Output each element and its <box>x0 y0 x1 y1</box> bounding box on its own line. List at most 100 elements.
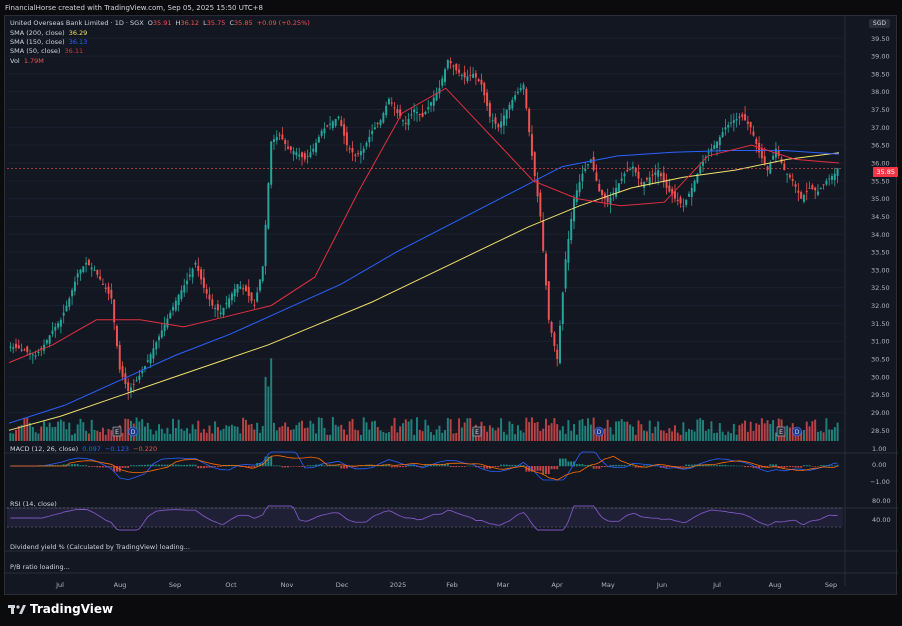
candle-body <box>312 148 315 152</box>
macd-histogram-bar <box>253 466 256 468</box>
volume-bar <box>172 418 175 441</box>
volume-bar <box>343 429 346 441</box>
volume-bar <box>312 423 315 441</box>
candle-body <box>62 312 65 316</box>
volume-bar <box>177 419 180 441</box>
macd-histogram-bar <box>124 466 127 468</box>
candle-body <box>617 183 620 192</box>
candle-body <box>43 344 46 351</box>
candle-body <box>177 294 180 305</box>
price-tick-label: 29.50 <box>871 391 890 399</box>
volume-legend[interactable]: Vol 1.79M <box>10 57 44 65</box>
candle-body <box>329 123 332 125</box>
candle-body <box>216 304 219 311</box>
macd-histogram-bar <box>772 464 775 467</box>
volume-bar <box>637 420 640 441</box>
volume-bar <box>368 429 371 441</box>
candle-body <box>458 69 461 73</box>
sma200-legend[interactable]: SMA (200, close) 36.29 <box>10 29 87 37</box>
macd-histogram-bar <box>713 465 716 467</box>
candle-body <box>273 139 275 142</box>
macd-histogram-bar <box>631 465 634 467</box>
volume-bar <box>704 430 707 441</box>
macd-histogram-bar <box>735 465 738 467</box>
time-axis-label: Jun <box>656 581 667 589</box>
volume-bar <box>233 426 236 441</box>
volume-bar <box>679 434 682 441</box>
volume-bar <box>306 427 309 441</box>
dividend-yield-pane[interactable]: Dividend yield % (Calculated by TradingV… <box>10 543 190 551</box>
candle-body <box>141 370 144 374</box>
candle-body <box>637 171 640 179</box>
macd-histogram-bar <box>539 466 542 471</box>
candle-body <box>620 178 623 181</box>
macd-histogram-bar <box>127 466 130 468</box>
volume-bar <box>466 418 469 441</box>
volume-bar <box>460 427 463 441</box>
candle-body <box>186 280 189 285</box>
macd-histogram-bar <box>200 466 203 469</box>
macd-histogram-bar <box>309 465 312 467</box>
sma50-legend[interactable]: SMA (50, close) 36.11 <box>10 47 83 55</box>
chart-canvas[interactable]: 39.50 39.00 38.50 38.00 37.50 37.00 36.50 36.00… <box>4 15 898 595</box>
candle-body <box>603 193 606 199</box>
macd-legend[interactable]: MACD (12, 26, close) 0.097 −0.123 −0.220 <box>10 445 157 453</box>
volume-bar <box>774 432 777 441</box>
macd-histogram-bar <box>202 466 205 469</box>
candle-body <box>250 292 253 301</box>
macd-histogram-bar <box>746 466 749 468</box>
candle-body <box>99 276 102 280</box>
price-tick-label: 33.00 <box>871 266 890 274</box>
sma150-value: 36.13 <box>68 38 88 46</box>
volume-bar <box>763 423 766 441</box>
candle-body <box>718 136 721 146</box>
macd-histogram-bar <box>99 466 102 468</box>
macd-histogram-bar <box>323 465 326 467</box>
sma200-line <box>8 152 840 431</box>
candle-body <box>788 174 791 178</box>
time-axis-label: Mar <box>497 581 510 589</box>
volume-bar <box>315 433 318 441</box>
price-tick-label: 31.50 <box>871 320 890 328</box>
candle-body <box>539 192 542 217</box>
candle-body <box>31 354 34 356</box>
volume-bar <box>407 421 410 441</box>
volume-bar <box>385 433 388 441</box>
rsi-legend[interactable]: RSI (14, close) <box>10 500 57 508</box>
macd-histogram-bar <box>76 464 79 467</box>
candle-body <box>281 134 284 140</box>
volume-bar <box>59 419 62 441</box>
time-axis-label: May <box>601 581 615 589</box>
price-tick-label: 28.50 <box>871 427 890 435</box>
macd-histogram-bar <box>107 466 110 468</box>
pb-ratio-pane[interactable]: P/B ratio loading... <box>10 563 70 571</box>
candle-body <box>85 262 88 265</box>
macd-histogram-bar <box>396 466 399 468</box>
volume-bar <box>362 417 365 441</box>
macd-histogram-bar <box>598 466 601 469</box>
macd-histogram-bar <box>654 465 657 467</box>
candle-body <box>15 343 17 348</box>
macd-histogram-bar <box>575 464 578 467</box>
macd-histogram-bar <box>514 464 517 467</box>
volume-bar <box>146 422 149 441</box>
macd-histogram-bar <box>129 465 132 467</box>
volume-bar <box>205 432 208 441</box>
price-tick-label: 39.00 <box>871 53 890 61</box>
candle-body <box>365 142 368 147</box>
currency-badge[interactable]: SGD <box>868 19 890 28</box>
tradingview-footer[interactable]: TradingView <box>8 602 113 616</box>
candle-body <box>460 75 463 77</box>
macd-histogram-bar <box>738 465 741 467</box>
volume-bar <box>587 418 590 441</box>
volume-bar <box>166 427 169 441</box>
candle-body <box>486 92 489 106</box>
sma150-legend[interactable]: SMA (150, close) 36.13 <box>10 38 87 46</box>
macd-histogram-bar <box>205 466 208 468</box>
macd-histogram-bar <box>385 464 388 467</box>
volume-bar <box>581 418 584 441</box>
candle-body <box>219 312 222 315</box>
macd-histogram-bar <box>188 464 191 467</box>
candle-body <box>12 347 15 349</box>
candle-body <box>172 306 175 311</box>
